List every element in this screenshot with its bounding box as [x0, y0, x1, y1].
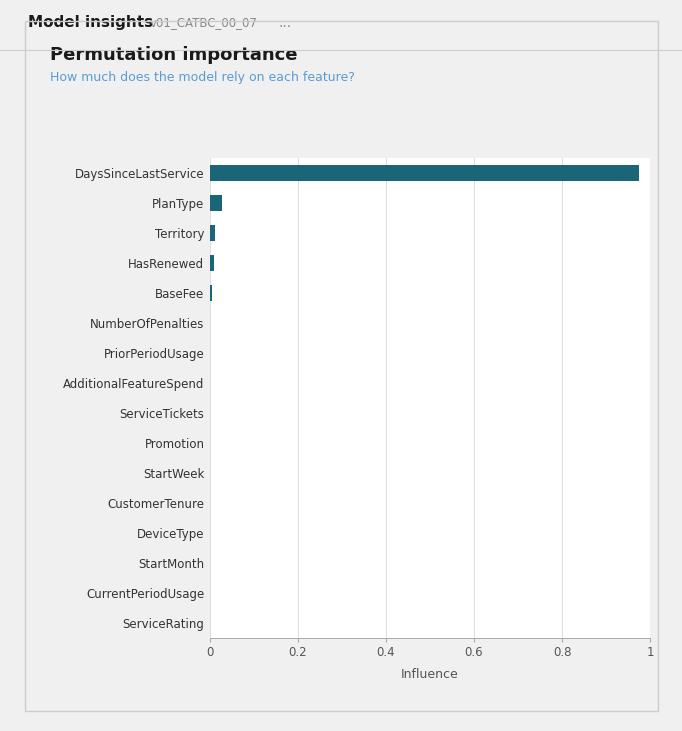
- Text: Permutation importance: Permutation importance: [50, 46, 297, 64]
- X-axis label: Influence: Influence: [401, 667, 459, 681]
- Bar: [210, 285, 212, 301]
- Bar: [210, 254, 214, 271]
- Text: ...: ...: [278, 16, 291, 30]
- Text: v01_CATBC_00_07: v01_CATBC_00_07: [150, 17, 258, 29]
- Bar: [210, 164, 639, 181]
- Bar: [210, 224, 216, 241]
- Bar: [210, 194, 222, 211]
- Text: Model insights: Model insights: [28, 15, 153, 31]
- Text: How much does the model rely on each feature?: How much does the model rely on each fea…: [50, 71, 355, 84]
